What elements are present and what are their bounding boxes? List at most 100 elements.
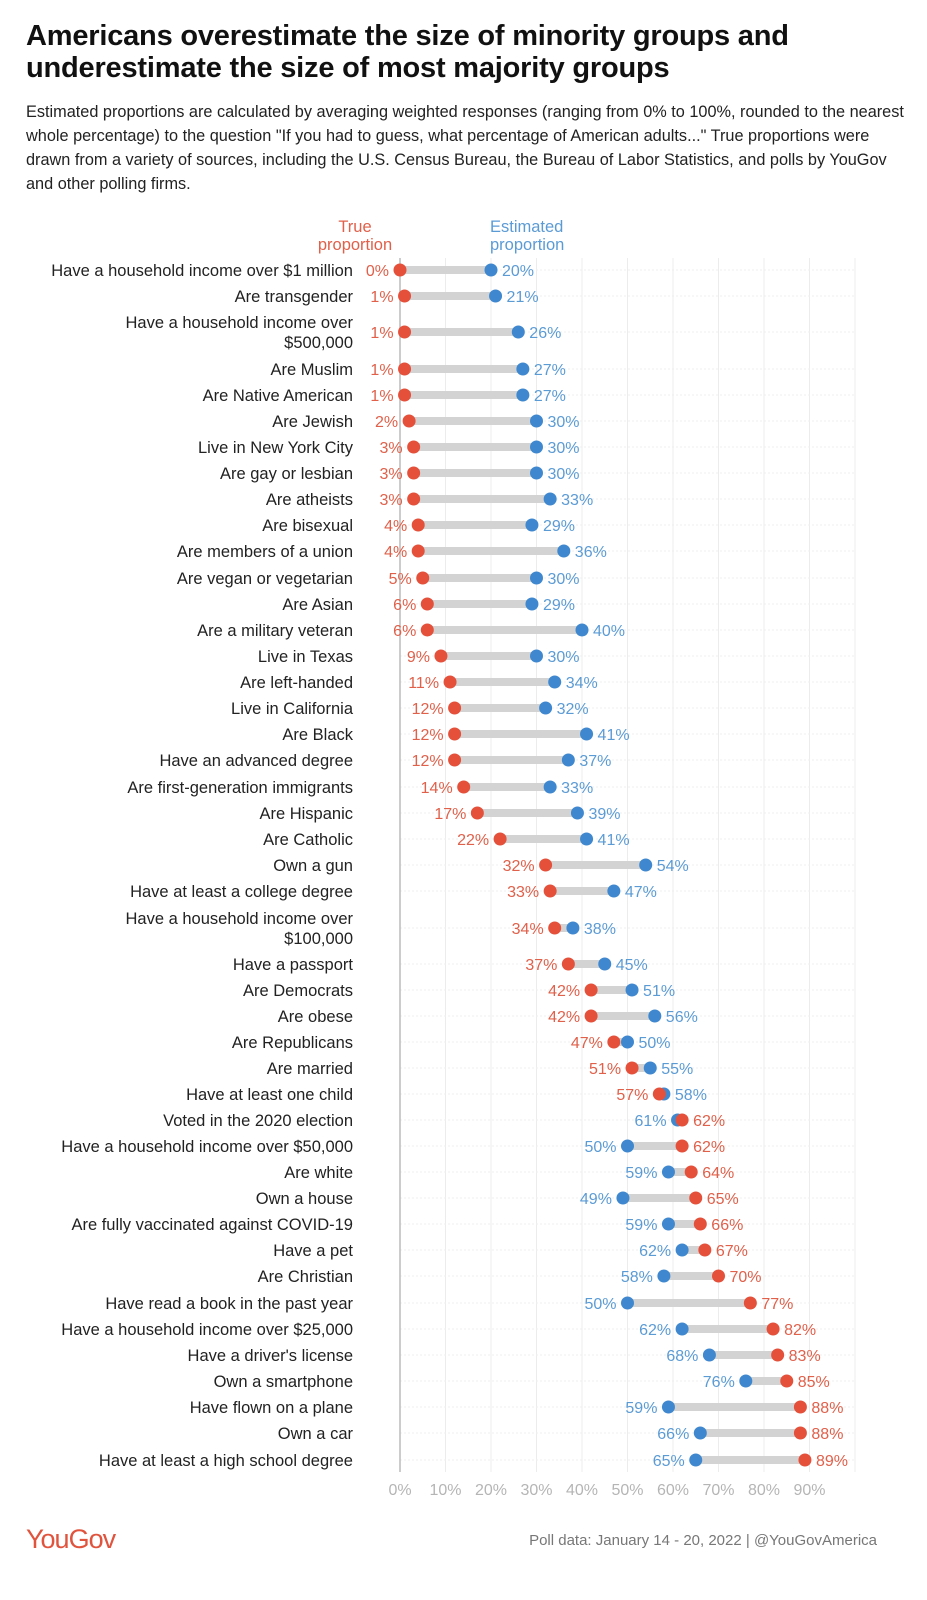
row-label: Own a smartphone [214,1373,353,1391]
row-label: Are members of a union [177,543,353,561]
estimated-dot [484,263,498,277]
estimated-value-label: 54% [657,858,689,875]
true-value-label: 62% [693,1139,725,1156]
true-dot [398,325,412,339]
estimated-value-label: 36% [575,544,607,561]
row-label: Have a driver's license [188,1347,353,1365]
estimated-dot [675,1243,689,1257]
estimated-value-label: 68% [666,1348,698,1365]
true-value-label: 12% [412,727,444,744]
true-value-label: 57% [616,1087,648,1104]
true-value-label: 88% [811,1426,843,1443]
estimated-value-label: 29% [543,518,575,535]
true-dot [548,921,562,935]
true-value-label: 6% [393,623,416,640]
true-value-label: 17% [434,806,466,823]
estimated-dot [548,675,562,689]
row-label: Are Native American [203,387,353,405]
true-value-label: 82% [784,1322,816,1339]
estimated-dot [643,1061,657,1075]
estimated-value-label: 20% [502,263,534,280]
estimated-value-label: 62% [639,1243,671,1260]
true-dot [448,701,462,715]
true-value-label: 12% [412,753,444,770]
true-dot [448,727,462,741]
row-label: Are bisexual [262,517,353,535]
true-dot [420,623,434,637]
estimated-dot [689,1453,703,1467]
estimated-value-label: 59% [625,1165,657,1182]
estimated-value-label: 29% [543,597,575,614]
estimated-dot [539,701,553,715]
true-dot [539,858,553,872]
true-value-label: 62% [693,1113,725,1130]
estimated-dot [530,649,543,663]
true-dot [743,1296,757,1310]
row-label: Live in Texas [258,648,353,666]
true-dot [780,1374,794,1388]
estimated-dot [661,1217,675,1231]
estimated-value-label: 30% [548,466,580,483]
true-value-label: 33% [507,884,539,901]
row-label: Are Catholic [263,831,353,849]
estimated-dot [702,1348,716,1362]
true-value-label: 1% [370,289,393,306]
estimated-value-label: 38% [584,921,616,938]
true-dot [584,983,598,997]
true-dot [625,1061,639,1075]
true-value-label: 42% [548,983,580,1000]
true-dot [393,263,407,277]
estimated-dot [511,325,525,339]
x-tick-label: 80% [748,1482,780,1499]
true-dot [766,1322,780,1336]
true-dot [684,1165,698,1179]
row-label: Are Hispanic [259,805,353,823]
true-value-label: 77% [761,1296,793,1313]
true-dot [411,544,425,558]
true-dot [411,518,425,532]
row-label: Are left-handed [240,674,353,692]
true-dot [793,1400,807,1414]
estimated-dot [661,1400,675,1414]
estimated-dot [489,289,503,303]
true-value-label: 89% [816,1453,848,1470]
estimated-value-label: 41% [598,727,630,744]
estimated-dot [530,466,543,480]
true-dot [793,1426,807,1440]
estimated-value-label: 55% [661,1061,693,1078]
estimated-dot [621,1035,634,1049]
true-value-label: 32% [503,858,535,875]
true-dot [402,414,416,428]
estimated-dot [570,806,584,820]
true-dot [398,388,412,402]
true-value-label: 83% [789,1348,821,1365]
estimated-dot [543,492,557,506]
row-label: Own a house [256,1190,353,1208]
true-value-label: 4% [384,544,407,561]
chart-subtitle: Estimated proportions are calculated by … [26,103,904,193]
estimated-dot [621,1139,634,1153]
estimated-dot [616,1191,630,1205]
estimated-value-label: 50% [639,1035,671,1052]
true-dot [798,1453,812,1467]
x-tick-label: 60% [657,1482,689,1499]
true-value-label: 3% [380,466,403,483]
x-tick-label: 20% [475,1482,507,1499]
estimated-dot [561,753,575,767]
row-label: Are Christian [258,1268,353,1286]
true-value-label: 70% [730,1269,762,1286]
true-dot [493,832,507,846]
yougov-logo: YouGov [26,1524,116,1554]
row-label: Have flown on a plane [190,1399,353,1417]
row-label: $100,000 [284,930,353,948]
true-dot [457,780,471,794]
true-value-label: 2% [375,414,398,431]
true-value-label: 37% [525,957,557,974]
estimated-dot [693,1426,707,1440]
estimated-value-label: 30% [548,571,580,588]
true-value-label: 47% [571,1035,603,1052]
estimated-value-label: 58% [621,1269,653,1286]
true-dot [543,884,557,898]
true-dot [443,675,457,689]
